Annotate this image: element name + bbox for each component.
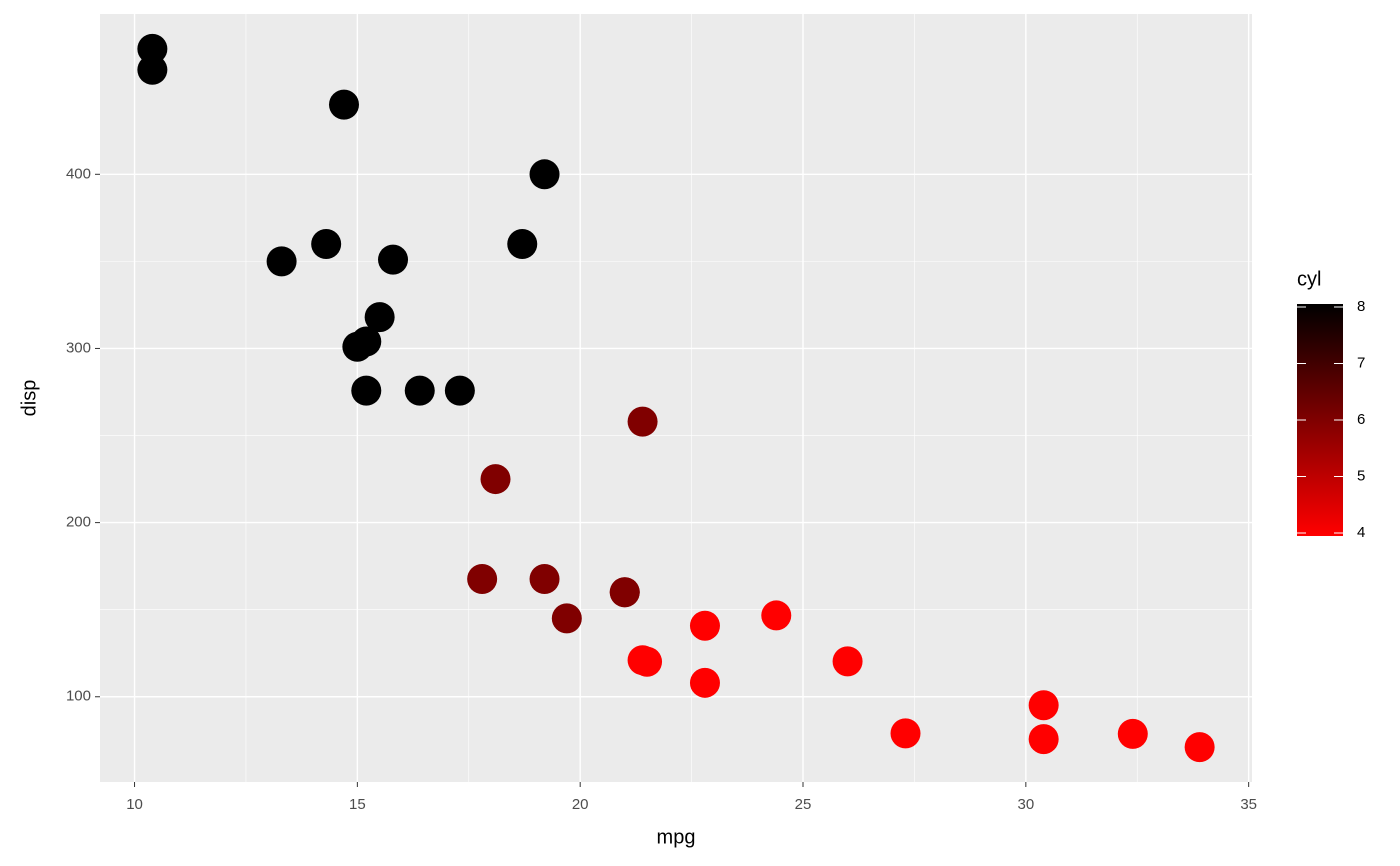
point xyxy=(761,600,792,631)
x-tick-label: 15 xyxy=(349,796,366,813)
point xyxy=(1117,718,1148,749)
legend-tick-label: 8 xyxy=(1357,298,1365,315)
x-tick-label: 20 xyxy=(572,796,589,813)
point xyxy=(1184,732,1215,763)
y-axis-title: disp xyxy=(18,380,40,417)
y-tick-label: 200 xyxy=(66,514,91,531)
point xyxy=(137,33,168,64)
legend-tick-label: 7 xyxy=(1357,354,1365,371)
point xyxy=(689,667,720,698)
legend-title: cyl xyxy=(1297,268,1321,290)
point xyxy=(832,646,863,677)
point xyxy=(529,159,560,190)
point xyxy=(342,331,373,362)
point xyxy=(890,718,921,749)
point xyxy=(137,54,168,85)
point xyxy=(364,302,395,333)
point xyxy=(627,406,658,437)
point xyxy=(266,246,297,277)
point xyxy=(351,375,382,406)
point xyxy=(551,603,582,634)
point xyxy=(404,375,435,406)
x-axis-title: mpg xyxy=(657,826,696,848)
y-tick-label: 100 xyxy=(66,688,91,705)
point xyxy=(1028,690,1059,721)
point xyxy=(689,610,720,641)
point xyxy=(609,577,640,608)
point xyxy=(480,464,511,495)
point xyxy=(507,228,538,259)
point xyxy=(467,564,498,595)
x-tick-label: 30 xyxy=(1017,796,1034,813)
point xyxy=(378,244,409,275)
panel xyxy=(100,14,1252,782)
point xyxy=(328,89,359,120)
x-tick-label: 10 xyxy=(126,796,143,813)
point xyxy=(1028,724,1059,755)
legend-tick-label: 5 xyxy=(1357,467,1365,484)
y-tick-label: 300 xyxy=(66,339,91,356)
legend-tick-label: 4 xyxy=(1357,524,1365,541)
point xyxy=(444,375,475,406)
y-tick-label: 400 xyxy=(66,165,91,182)
point xyxy=(311,228,342,259)
legend-tick-label: 6 xyxy=(1357,411,1365,428)
x-tick-label: 25 xyxy=(795,796,812,813)
x-tick-label: 35 xyxy=(1240,796,1257,813)
point xyxy=(627,645,658,676)
point xyxy=(529,564,560,595)
